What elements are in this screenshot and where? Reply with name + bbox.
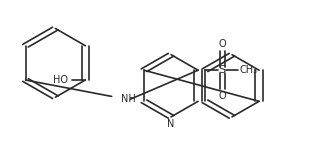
Text: HO: HO (53, 75, 68, 85)
Text: O: O (218, 92, 226, 101)
Text: N: N (167, 119, 175, 129)
Text: CH₃: CH₃ (239, 65, 257, 75)
Text: NH: NH (121, 94, 136, 104)
Text: O: O (218, 39, 226, 49)
Text: S: S (219, 65, 226, 75)
